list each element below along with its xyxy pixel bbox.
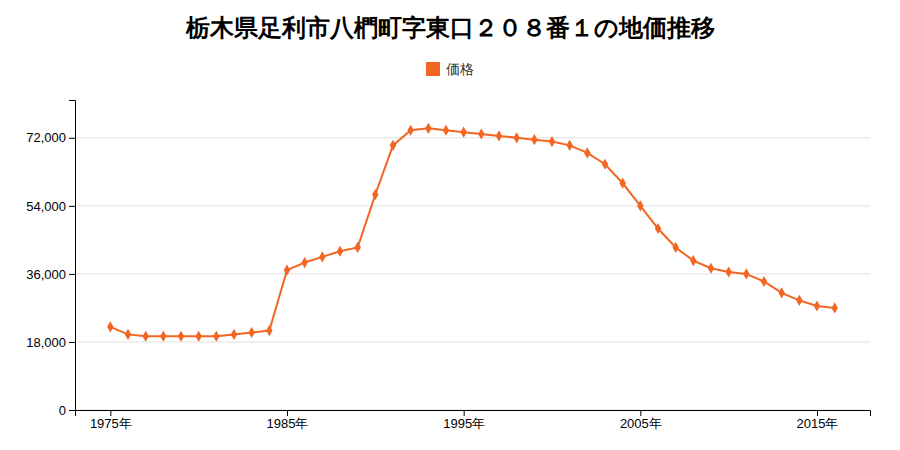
point xyxy=(460,127,466,138)
point xyxy=(831,302,837,313)
point xyxy=(425,123,431,134)
point xyxy=(655,223,661,234)
point xyxy=(672,242,678,253)
x-tick-label: 2005年 xyxy=(620,416,662,431)
legend-label: 価格 xyxy=(446,61,474,77)
point xyxy=(125,329,131,340)
y-tick-label: 0 xyxy=(59,403,66,418)
y-tick: 18,000 xyxy=(26,335,75,350)
y-tick-label: 18,000 xyxy=(26,335,66,350)
point xyxy=(319,251,325,262)
y-tick-mark xyxy=(69,274,75,275)
y-tick-mark xyxy=(69,206,75,207)
legend: 価格 xyxy=(426,61,474,77)
line xyxy=(110,128,834,336)
x-axis: 1975年 1985年 1995年 2005年 2015年 xyxy=(76,410,871,431)
y-tick-label: 54,000 xyxy=(26,199,66,214)
point xyxy=(284,265,290,276)
x-tick-mark xyxy=(110,410,111,416)
point xyxy=(637,200,643,211)
legend-swatch xyxy=(426,62,440,76)
y-tick-mark xyxy=(69,342,75,343)
x-tick: 2005年 xyxy=(620,410,662,431)
title: 栃木県足利市八椚町字東口２０８番１の地価推移 xyxy=(185,14,715,42)
point xyxy=(796,295,802,306)
point xyxy=(478,128,484,139)
x-tick-mark xyxy=(640,410,641,416)
point xyxy=(178,331,184,342)
y-tick-mark xyxy=(69,138,75,139)
point xyxy=(566,140,572,151)
point xyxy=(743,268,749,279)
point xyxy=(301,257,307,268)
point xyxy=(213,331,219,342)
y-tick-mark xyxy=(69,410,75,411)
point xyxy=(160,331,166,342)
x-tick-label: 1975年 xyxy=(90,416,132,431)
y-tick-label: 36,000 xyxy=(26,267,66,282)
point xyxy=(443,125,449,136)
y-tick: 0 xyxy=(59,403,75,418)
x-tick-mark xyxy=(464,410,465,416)
grid-line xyxy=(75,273,870,274)
x-tick-label: 1995年 xyxy=(443,416,485,431)
x-tick-mark xyxy=(817,410,818,416)
point xyxy=(531,134,537,145)
y-axis-line xyxy=(69,101,76,411)
grid-line xyxy=(75,341,870,342)
point xyxy=(513,132,519,143)
point xyxy=(725,266,731,277)
point xyxy=(390,140,396,151)
grid xyxy=(75,138,870,410)
x-tick: 2015年 xyxy=(797,410,839,431)
point xyxy=(778,287,784,298)
point xyxy=(195,331,201,342)
point xyxy=(107,321,113,332)
point xyxy=(814,300,820,311)
point xyxy=(142,331,148,342)
point xyxy=(761,276,767,287)
y-axis: 0 18,000 36,000 54,000 72,000 xyxy=(26,101,75,418)
point xyxy=(690,255,696,266)
point xyxy=(407,125,413,136)
point xyxy=(602,159,608,170)
y-tick: 36,000 xyxy=(26,267,75,282)
grid-line xyxy=(75,137,870,138)
x-axis-line xyxy=(76,411,871,417)
x-tick-label: 2015年 xyxy=(797,416,839,431)
y-tick: 54,000 xyxy=(26,199,75,214)
marks xyxy=(107,123,838,342)
plot-area: 1975年 1985年 1995年 2005年 2015年 0 18,000 36,000 54… xyxy=(26,101,870,432)
point xyxy=(354,242,360,253)
point xyxy=(372,189,378,200)
x-tick: 1995年 xyxy=(443,410,485,431)
point xyxy=(266,325,272,336)
y-tick: 72,000 xyxy=(26,130,75,145)
x-tick-mark xyxy=(287,410,288,416)
point xyxy=(231,329,237,340)
x-tick: 1975年 xyxy=(90,410,132,431)
point xyxy=(337,246,343,257)
grid-line xyxy=(75,205,870,206)
point xyxy=(248,327,254,338)
legend-item: 価格 xyxy=(426,61,474,77)
point xyxy=(708,263,714,274)
x-tick-label: 1985年 xyxy=(267,416,309,431)
x-tick: 1985年 xyxy=(267,410,309,431)
point xyxy=(584,147,590,158)
point xyxy=(619,178,625,189)
y-tick-label: 72,000 xyxy=(26,130,66,145)
point xyxy=(549,136,555,147)
chart: 栃木県足利市八椚町字東口２０８番１の地価推移 1975年 1985年 1995年 200… xyxy=(0,0,900,450)
point xyxy=(496,130,502,141)
